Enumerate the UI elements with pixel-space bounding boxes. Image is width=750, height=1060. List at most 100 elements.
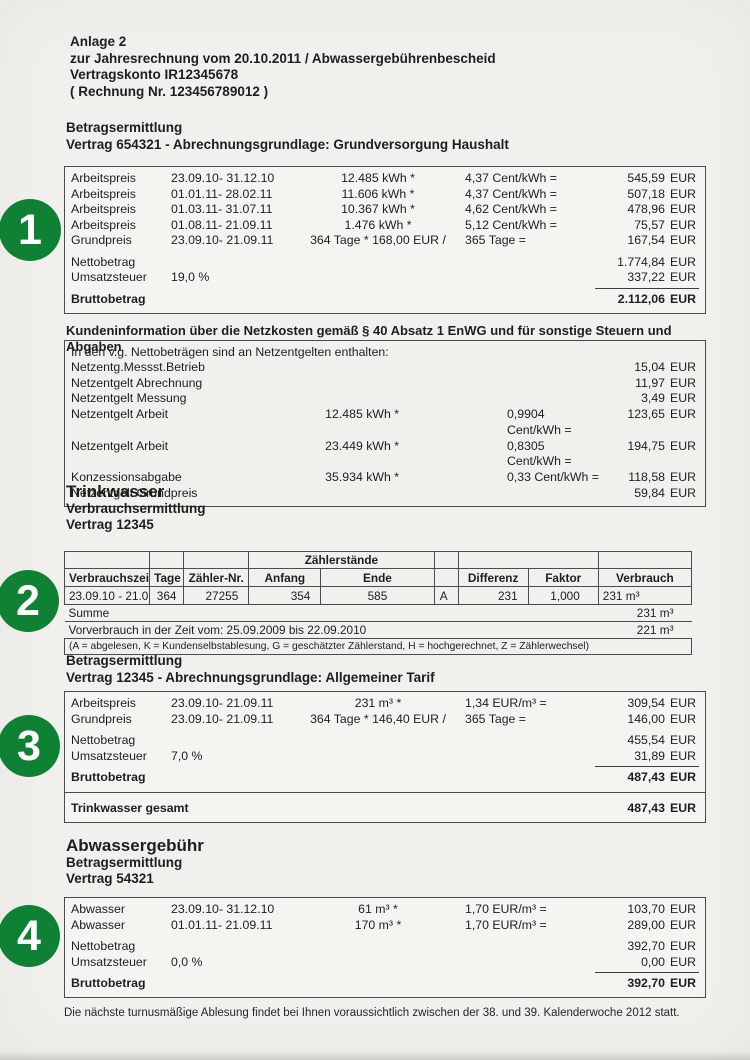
row-quantity: 364 Tage * 146,40 EUR / [310,711,446,726]
box4-rows: Abwasser 23.09.10- 31.12.10 61 m³ * 1,70… [71,902,699,933]
document-header: Anlage 2 zur Jahresrechnung vom 20.10.201… [70,34,690,100]
trinkwasser-title: Trinkwasser [66,482,165,501]
gross-row: Bruttobetrag 392,70 EUR [71,975,699,992]
abwasser-heading: Betragsermittlung [66,855,183,870]
table-cell: 364 [149,586,185,605]
gross-amount: 392,70 [627,976,665,990]
footer-note: Die nächste turnusmäßige Ablesung findet… [64,1007,680,1019]
table-cell: 231 m³ [597,586,693,605]
netcost-row: Netzentgelt Arbeit 12.485 kWh * 0,9904 C… [71,407,699,438]
gross-row: Bruttobetrag 487,43 EUR [71,769,699,786]
header-line: ( Rechnung Nr. 123456789012 ) [70,83,269,99]
header-line: zur Jahresrechnung vom 20.10.2011 / Abwa… [70,50,496,66]
amount-row: Arbeitspreis 01.08.11- 21.09.11 1.476 kW… [71,218,699,234]
trinkwasser-gesamt-row: Trinkwasser gesamt 487,43 EUR [71,793,699,817]
gesamt-label: Trinkwasser gesamt [71,801,189,815]
row-currency: EUR [670,438,696,453]
row-label: Nettobetrag [71,254,136,269]
row-label: Arbeitspreis [71,696,136,710]
amount-row: Arbeitspreis 01.01.11- 28.02.11 11.606 k… [71,187,699,203]
row-label: Abwasser [71,902,125,916]
summary-row: Umsatzsteuer 19,0 % 337,22 EUR [71,270,699,286]
row-rate: 4,37 Cent/kWh = [465,171,557,185]
netcost-row: Netzentgelt Abrechnung 11,97 EUR [71,376,699,392]
row-period: 23.09.10- 21.09.11 [171,711,274,726]
empty-cell [63,551,151,569]
row-rate: 4,37 Cent/kWh = [465,186,557,201]
row-rate: 1,70 EUR/m³ = [465,917,547,932]
row-rate [399,360,599,376]
row-amount: 0,00 [641,954,665,969]
amount-row: Grundpreis 23.09.10- 21.09.11 364 Tage *… [71,712,699,728]
row-amount: 167,54 [627,233,665,247]
row-quantity: 170 m³ * [354,917,402,932]
row-rate: 4,62 Cent/kWh = [465,202,557,216]
row-amount: 123,65 [627,407,665,422]
empty-cell [171,769,299,786]
row-quantity [303,391,399,407]
row-currency: EUR [670,171,696,185]
annotation-marker-1: 1 [0,199,61,261]
gesamt-currency: EUR [670,801,696,815]
table-cell: A [433,586,459,605]
empty-cell [299,799,457,817]
vorverbrauch-label: Vorverbrauch in der Zeit vom: 25.09.2009… [64,621,599,639]
row-currency: EUR [670,270,696,284]
row-amount: 15,04 [634,360,665,374]
row-rate: 1,70 EUR/m³ = [465,902,547,916]
gesamt-amount: 487,43 [627,801,665,815]
row-label: Netzentgelt Messung [71,391,187,406]
summary-row: Umsatzsteuer 7,0 % 31,89 EUR [71,749,699,765]
row-period: 23.09.10- 31.12.10 [171,902,275,916]
netcosts-intro: In den v.g. Nettobeträgen sind an Netzen… [71,345,389,359]
row-amount: 3,49 [641,391,665,406]
row-detail [171,939,299,955]
amount-row: Arbeitspreis 23.09.10- 31.12.10 12.485 k… [71,171,699,187]
row-amount: 478,96 [627,202,665,216]
row-rate: 0,33 Cent/kWh = [507,469,599,484]
row-amount: 75,57 [634,217,665,232]
row-currency: EUR [670,917,696,932]
gross-label: Bruttobetrag [71,770,146,784]
summary-row: Umsatzsteuer 0,0 % 0,00 EUR [71,955,699,971]
row-label: Arbeitspreis [71,186,136,201]
row-quantity [299,749,457,765]
row-amount: 507,18 [627,186,665,201]
row-currency: EUR [670,407,696,422]
amount-row: Abwasser 23.09.10- 31.12.10 61 m³ * 1,70… [71,902,699,918]
row-rate [457,733,589,749]
row-quantity: 12.485 kWh * [341,171,415,185]
row-amount: 337,22 [627,270,665,284]
empty-cell [457,799,589,817]
netcost-row: Netzentg.Messst.Betrieb 15,04 EUR [71,360,699,376]
betragsermittlung-box-4: Abwasser 23.09.10- 31.12.10 61 m³ * 1,70… [64,897,706,998]
row-rate: 0,8305 Cent/kWh = [507,438,572,469]
row-label: Nettobetrag [71,939,136,953]
row-rate [457,270,589,286]
row-rate [457,939,589,955]
empty-cell [149,551,185,569]
row-quantity [299,255,457,271]
row-rate: 0,9904 Cent/kWh = [507,407,572,437]
section3-subheading: Vertrag 12345 - Abrechnungsgrundlage: Al… [66,670,435,685]
row-quantity [299,270,457,286]
row-amount: 289,00 [627,917,665,932]
row-amount: 118,58 [628,469,665,484]
row-detail: 0,0 % [171,954,203,969]
empty-cell [183,551,250,569]
summe-row: Summe 231 m³ [64,604,692,622]
row-currency: EUR [670,469,696,484]
gross-currency: EUR [670,976,696,990]
netcosts-title: Kundeninformation über die Netzkosten ge… [66,323,672,354]
box3-summary-rows: Nettobetrag 455,54 EUR Umsatzsteuer 7,0 … [71,733,699,764]
row-currency: EUR [670,360,696,374]
zaehlerstaende-group-header: Zählerstände [248,551,435,569]
row-label: Grundpreis [71,233,132,247]
row-label: Netzentgelt Arbeit [71,407,169,422]
row-amount: 309,54 [627,696,665,710]
row-label: Abwasser [71,917,125,932]
row-amount: 194,75 [627,438,665,453]
annotation-marker-2: 2 [0,570,59,632]
row-detail: 7,0 % [171,748,203,763]
